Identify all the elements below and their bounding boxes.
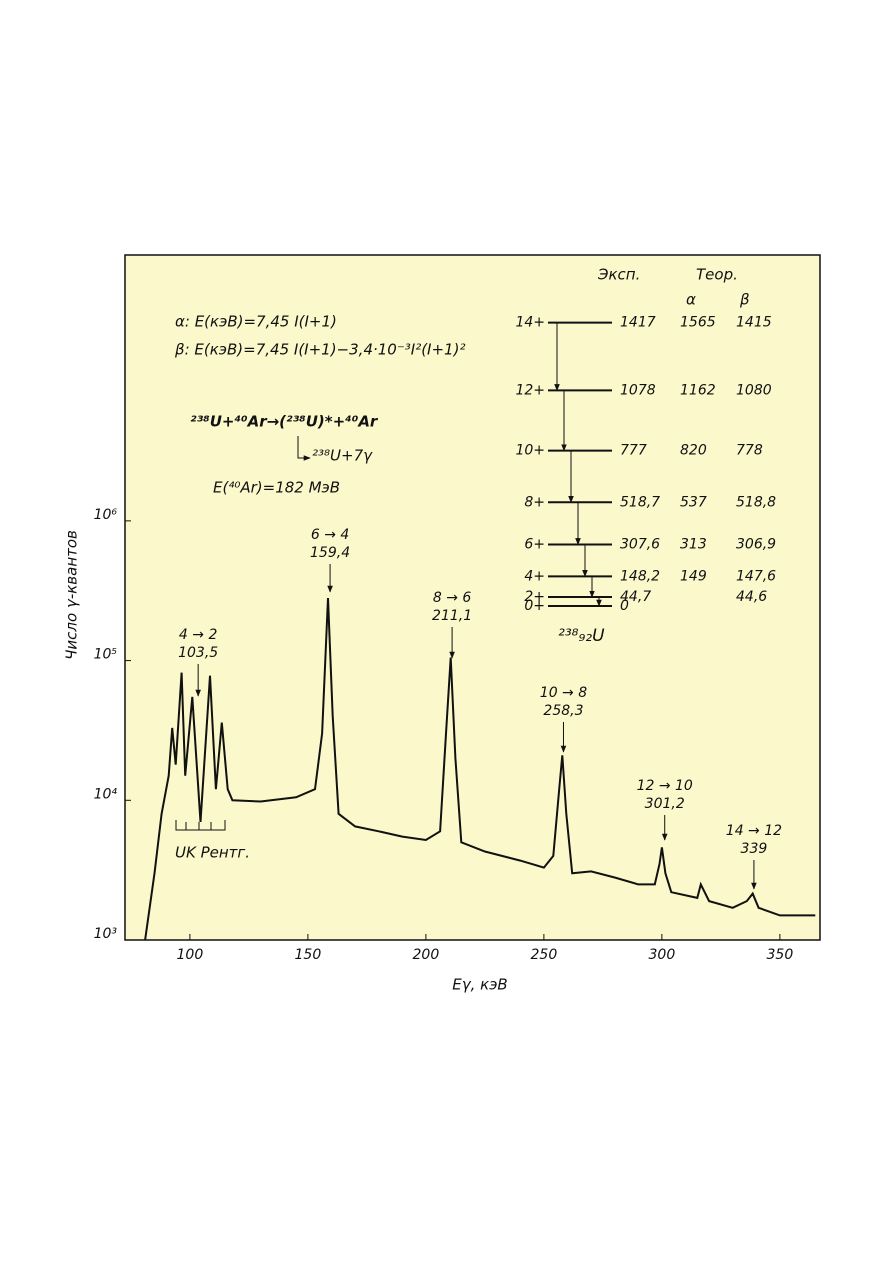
x-tick-label: 300 <box>649 947 676 963</box>
x-tick-label: 200 <box>413 947 440 963</box>
level-alpha: 820 <box>680 443 707 459</box>
level-spin: 0+ <box>524 598 545 614</box>
level-beta: 778 <box>736 443 763 459</box>
level-beta: 44,6 <box>736 589 767 605</box>
level-beta: 147,6 <box>736 568 776 584</box>
level-alpha: 1162 <box>680 382 716 398</box>
level-energy: 518,7 <box>620 494 660 510</box>
level-spin: 14+ <box>515 315 545 331</box>
level-spin: 8+ <box>524 494 545 510</box>
level-beta: 306,9 <box>736 536 776 552</box>
annotation-energy: 301,2 <box>645 796 685 812</box>
level-beta: 1080 <box>736 382 772 398</box>
header: α <box>686 291 696 309</box>
x-tick-label: 250 <box>531 947 558 963</box>
x-axis-label: Eγ, кэВ <box>452 976 507 994</box>
header: Теор. <box>696 266 738 284</box>
formula: α: E(кэВ)=7,45 I(I+1) <box>175 313 337 331</box>
annotation-energy: 159,4 <box>310 545 350 561</box>
xray-label: UK Рентг. <box>175 844 250 862</box>
level-spin: 4+ <box>524 568 545 584</box>
x-tick-label: 150 <box>295 947 322 963</box>
y-tick-label: 10⁶ <box>94 507 118 523</box>
annotation-transition: 8 → 6 <box>433 590 472 606</box>
y-axis-label: Число γ-квантов <box>63 530 81 660</box>
xray-bracket <box>175 820 226 831</box>
annotation-transition: 10 → 8 <box>540 685 587 701</box>
nucleus: ²³⁸₉₂U <box>558 626 605 646</box>
level-alpha: 149 <box>680 568 707 584</box>
level-energy: 1417 <box>620 315 656 331</box>
annotation-energy: 103,5 <box>178 645 218 661</box>
level-energy: 1078 <box>620 382 656 398</box>
level-energy: 777 <box>620 443 647 459</box>
level-energy: 0 <box>620 598 629 614</box>
annotation-energy: 211,1 <box>432 608 472 624</box>
annotation-transition: 14 → 12 <box>726 823 782 839</box>
level-spin: 6+ <box>524 536 545 552</box>
y-tick-label: 10⁴ <box>94 786 118 802</box>
level-alpha: 537 <box>680 494 707 510</box>
reaction: ²³⁸U+7γ <box>312 447 373 465</box>
level-alpha: 313 <box>680 536 707 552</box>
level-energy: 307,6 <box>620 536 660 552</box>
annotation-transition: 4 → 2 <box>179 627 218 643</box>
x-tick-label: 100 <box>177 947 204 963</box>
y-tick-label: 10⁵ <box>94 647 118 663</box>
x-tick-label: 350 <box>767 947 794 963</box>
level-energy: 44,7 <box>620 589 651 605</box>
reaction: E(⁴⁰Ar)=182 МэВ <box>213 479 340 497</box>
header: Эксп. <box>597 266 640 284</box>
formula: β: E(кэВ)=7,45 I(I+1)−3,4·10⁻³I²(I+1)² <box>174 341 465 359</box>
level-alpha: 1565 <box>680 315 716 331</box>
reaction-arrow <box>297 436 311 461</box>
annotation-energy: 258,3 <box>543 703 583 719</box>
level-energy: 148,2 <box>620 568 660 584</box>
plot-area <box>124 254 821 941</box>
header: β <box>739 291 750 309</box>
level-beta: 1415 <box>736 315 772 331</box>
y-tick-label: 10³ <box>94 926 118 942</box>
spectrum-line <box>144 598 816 941</box>
annotation-transition: 6 → 4 <box>311 527 349 543</box>
reaction: ²³⁸U+⁴⁰Ar→(²³⁸U)*+⁴⁰Ar <box>190 413 379 431</box>
level-spin: 2+ <box>524 589 545 605</box>
level-spin: 10+ <box>515 443 545 459</box>
annotation-energy: 339 <box>741 841 768 857</box>
annotation-transition: 12 → 10 <box>637 778 693 794</box>
level-spin: 12+ <box>515 382 545 398</box>
level-beta: 518,8 <box>736 494 776 510</box>
